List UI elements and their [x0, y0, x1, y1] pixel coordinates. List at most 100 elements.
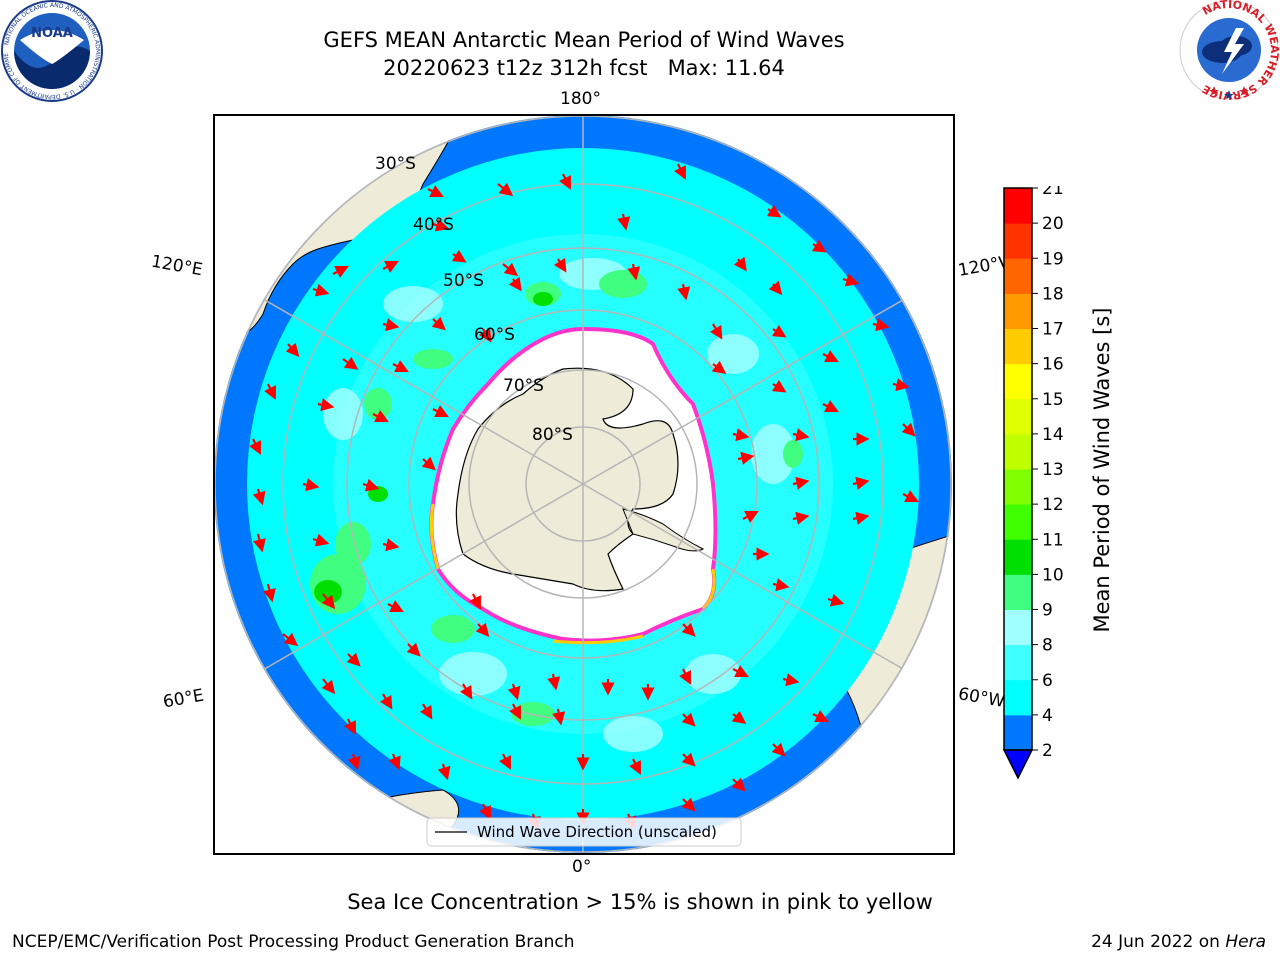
colorbar-segment: [1004, 363, 1032, 400]
colorbar-segment: [1004, 223, 1032, 259]
wave-arrow: [285, 342, 300, 357]
colorbar-segment: [1004, 469, 1032, 505]
wave-arrow: [346, 652, 361, 667]
wave-arrow: [872, 318, 890, 332]
colorbar-segment: [1004, 258, 1032, 294]
colorbar-tick-label: 17: [1042, 320, 1064, 340]
wave-arrow: [771, 379, 787, 393]
colorbar-segment: [1004, 504, 1032, 540]
colorbar-segment: [1004, 644, 1032, 681]
wave-arrow: [812, 710, 829, 722]
wave-arrow: [711, 360, 727, 374]
wave-arrow: [321, 678, 336, 695]
map-legend-label: Wind Wave Direction (unscaled): [477, 823, 717, 841]
wave-arrow: [332, 266, 349, 278]
colorbar-label: Mean Period of Wind Waves [s]: [1090, 307, 1114, 633]
colorbar: 2 4 6 8 9 10 11 12 13 14 15 16 17 18 19 20 21: [1002, 186, 1064, 780]
colorbar-tick-label: 11: [1042, 530, 1064, 550]
colorbar-tick-label: 2: [1042, 741, 1053, 761]
wave-arrow: [559, 173, 571, 190]
wave-arrow: [499, 753, 511, 770]
wave-arrow: [617, 213, 631, 231]
wave-arrow: [771, 324, 787, 338]
wave-arrow: [552, 708, 566, 726]
wave-arrow: [406, 642, 421, 657]
colorbar-segment: [1004, 188, 1032, 224]
wave-arrow: [502, 262, 519, 277]
map-legend: Wind Wave Direction (unscaled): [426, 817, 742, 847]
wave-arrow: [674, 163, 686, 180]
lon-label-180: 180°: [560, 89, 601, 109]
colorbar-ticks: 2 4 6 8 9 10 11 12 13 14 15 16 17 18 19 20 21: [1032, 186, 1064, 761]
colorbar-segment: [1004, 398, 1032, 435]
wave-arrow: [427, 185, 444, 197]
wave-arrow: [681, 752, 696, 767]
wave-arrow: [822, 400, 839, 412]
colorbar-segment: [1004, 714, 1032, 751]
nws-logo: NATIONAL WEATHER SERVICE: [1179, 0, 1280, 100]
wave-arrow: [509, 703, 521, 720]
wave-arrow: [681, 712, 696, 727]
colorbar-tick-label: 12: [1042, 495, 1064, 515]
wave-arrow: [508, 276, 522, 292]
wave-arrow: [432, 405, 449, 417]
lon-label-60w: 60°W: [956, 684, 1007, 712]
wave-arrow: [382, 318, 400, 332]
wave-arrow: [379, 693, 393, 710]
lon-label-120e: 120°E: [149, 251, 205, 281]
light-cyan-patches: [323, 258, 795, 752]
noaa-logo: NATIONAL OCEANIC AND ATMOSPHERIC ADMINIS…: [0, 0, 103, 102]
colorbar-tick-label: 10: [1042, 565, 1064, 585]
colorbar-segments: [1002, 188, 1034, 780]
wave-arrow: [677, 283, 691, 301]
colorbar-tick-label: 16: [1042, 355, 1064, 375]
wave-arrow: [792, 428, 810, 442]
wave-arrow: [317, 398, 335, 412]
lat-label-60s: 60°S: [474, 325, 515, 345]
colorbar-tick-label: 20: [1042, 214, 1064, 234]
colorbar-tick-label: 8: [1042, 636, 1053, 656]
colorbar-segment: [1004, 328, 1032, 365]
wave-arrow: [387, 600, 404, 612]
wave-arrow: [437, 763, 451, 781]
wave-arrow: [382, 538, 400, 552]
title-line-2: 20220623 t12z 312h fcst Max: 11.64: [383, 56, 785, 80]
colorbar-segment: [1004, 574, 1032, 610]
wave-arrow: [469, 593, 481, 610]
colorbar-tick-label: 19: [1042, 249, 1064, 269]
wave-arrow: [842, 273, 860, 287]
wave-arrow: [264, 383, 276, 400]
wave-arrow: [852, 476, 870, 490]
antarctica-landmass: [455, 367, 679, 592]
wave-arrow: [392, 360, 409, 372]
noaa-logo-text: NOAA: [31, 26, 73, 41]
lat-label-40s: 40°S: [413, 215, 454, 235]
colorbar-segment: [1004, 679, 1032, 716]
wave-arrow: [852, 511, 870, 525]
wave-arrow: [252, 488, 266, 506]
wave-arrow: [497, 182, 514, 197]
lat-label-30s: 30°S: [375, 154, 416, 174]
colorbar-tick-label: 4: [1042, 706, 1053, 726]
wave-arrow: [792, 476, 810, 490]
wave-arrow: [627, 263, 641, 281]
wave-arrow: [768, 280, 783, 296]
lat-label-80s: 80°S: [532, 425, 573, 445]
wave-arrow: [771, 742, 786, 757]
wave-arrow: [681, 797, 696, 812]
wave-arrow: [827, 593, 845, 607]
wave-arrow: [679, 668, 691, 685]
wave-arrow: [282, 632, 299, 647]
wave-arrow: [733, 256, 747, 272]
title-line-1: GEFS MEAN Antarctic Mean Period of Wind …: [323, 28, 845, 52]
wave-arrow: [629, 758, 641, 775]
longitude-lines: [214, 115, 952, 853]
lon-label-60e: 60°E: [161, 685, 206, 713]
colorbar-tick-label: 14: [1042, 425, 1064, 445]
wave-arrow: [342, 356, 359, 370]
wave-arrow: [732, 665, 749, 677]
colorbar-tick-label: 15: [1042, 390, 1064, 410]
colorbar-tick-label: 18: [1042, 284, 1064, 304]
wave-arrow: [312, 283, 330, 297]
wave-arrow: [479, 803, 491, 820]
